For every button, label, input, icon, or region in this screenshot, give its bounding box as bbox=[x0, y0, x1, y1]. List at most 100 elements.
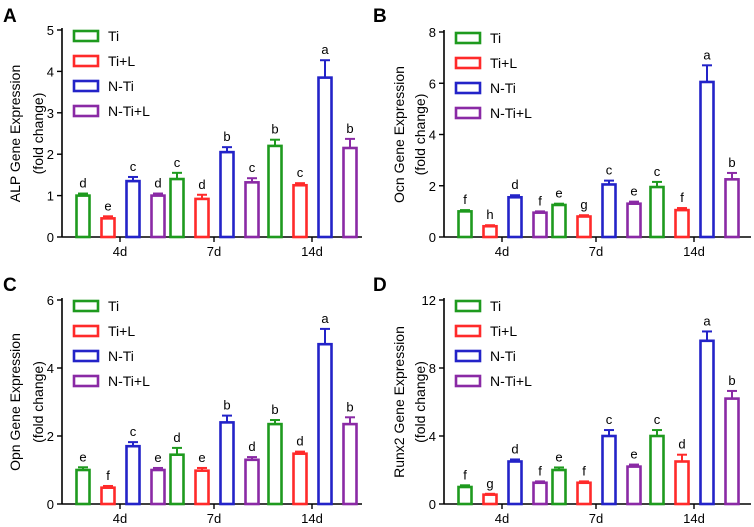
legend-swatch bbox=[72, 54, 100, 68]
legend-swatch bbox=[454, 106, 482, 120]
bar-n-ti-4d bbox=[507, 460, 523, 506]
y-axis-label: Ocn Gene Expression bbox=[391, 66, 407, 203]
significance-label: b bbox=[223, 398, 230, 413]
bar-ti-4d bbox=[457, 210, 473, 239]
significance-label: d bbox=[511, 177, 518, 192]
x-tick-label: 4d bbox=[495, 511, 509, 526]
bar-ti-14d bbox=[267, 144, 283, 239]
bar-ti-4d bbox=[457, 485, 473, 506]
legend-swatch bbox=[72, 374, 100, 388]
significance-label: d bbox=[154, 176, 161, 191]
significance-label: c bbox=[654, 164, 661, 179]
bar-n-ti-plusl-7d bbox=[244, 181, 260, 239]
significance-label: b bbox=[223, 129, 230, 144]
y-axis-label: Runx2 Gene Expression bbox=[391, 326, 407, 478]
significance-label: d bbox=[248, 439, 255, 454]
y-tick-label: 4 bbox=[429, 429, 436, 444]
bar-ti-plusl-14d bbox=[292, 452, 308, 506]
x-tick-label: 7d bbox=[207, 244, 221, 259]
bar-ti-14d bbox=[649, 185, 665, 239]
y-tick-label: 5 bbox=[47, 23, 54, 38]
significance-label: b bbox=[728, 155, 735, 170]
panel-letter: C bbox=[3, 275, 17, 296]
significance-label: a bbox=[703, 313, 711, 328]
legend-label: Ti bbox=[490, 298, 501, 314]
y-tick-label: 4 bbox=[429, 128, 436, 143]
panel-c: C Opn Gene Expression (fold change) 0 2 4 6 4d e… bbox=[3, 275, 362, 526]
significance-label: a bbox=[703, 47, 711, 62]
significance-label: c bbox=[130, 424, 137, 439]
significance-label: h bbox=[486, 207, 493, 222]
significance-label: f bbox=[106, 468, 110, 483]
bar-ti-7d bbox=[169, 453, 185, 506]
y-axis-label: Opn Gene Expression bbox=[7, 333, 23, 471]
bar-n-ti-plusl-7d bbox=[244, 458, 260, 506]
bar-ti-4d bbox=[75, 194, 91, 239]
y-axis-label: ALP Gene Expression bbox=[7, 65, 23, 203]
legend-label: N-Ti+L bbox=[490, 373, 532, 389]
panel-letter: D bbox=[373, 275, 387, 296]
y-tick-label: 2 bbox=[47, 147, 54, 162]
legend-label: Ti bbox=[108, 298, 119, 314]
panel-d: D Runx2 Gene Expression (fold change) 0 4 8 12… bbox=[373, 275, 751, 526]
bar-ti-14d bbox=[267, 422, 283, 506]
legend-swatch bbox=[72, 104, 100, 118]
y-tick-label: 2 bbox=[47, 429, 54, 444]
bar-n-ti-plusl-4d bbox=[150, 194, 166, 239]
bar-n-ti-7d bbox=[219, 421, 235, 506]
legend-swatch bbox=[454, 56, 482, 70]
x-tick-label: 7d bbox=[589, 244, 603, 259]
significance-label: f bbox=[463, 467, 467, 482]
significance-label: c bbox=[174, 155, 181, 170]
legend-label: N-Ti+L bbox=[490, 105, 532, 121]
legend-label: Ti+L bbox=[108, 323, 135, 339]
significance-label: e bbox=[630, 184, 637, 199]
significance-label: e bbox=[630, 447, 637, 462]
bar-ti-7d bbox=[169, 177, 185, 239]
bar-ti-14d bbox=[649, 434, 665, 506]
y-tick-label: 4 bbox=[47, 361, 54, 376]
y-axis-label-unit: (fold change) bbox=[412, 94, 428, 176]
significance-label: f bbox=[680, 190, 684, 205]
bar-n-ti-4d bbox=[125, 444, 141, 506]
y-tick-label: 6 bbox=[47, 293, 54, 308]
x-tick-label: 7d bbox=[589, 511, 603, 526]
bar-ti-plusl-7d bbox=[194, 197, 210, 239]
bar-n-ti-14d bbox=[317, 76, 333, 239]
bar-n-ti-14d bbox=[699, 80, 715, 239]
significance-label: d bbox=[296, 434, 303, 449]
x-tick-label: 4d bbox=[113, 244, 127, 259]
legend-swatch bbox=[72, 29, 100, 43]
legend-swatch bbox=[454, 324, 482, 338]
bar-n-ti-plusl-14d bbox=[724, 178, 740, 239]
panel-a: A ALP Gene Expression (fold change) 0 1 2 3 4 5 4… bbox=[3, 6, 362, 259]
significance-label: b bbox=[728, 373, 735, 388]
legend-label: N-Ti bbox=[108, 78, 134, 94]
significance-label: d bbox=[198, 177, 205, 192]
significance-label: a bbox=[321, 311, 329, 326]
significance-label: c bbox=[130, 159, 137, 174]
x-tick-label: 14d bbox=[683, 511, 705, 526]
legend-swatch bbox=[454, 31, 482, 45]
significance-label: f bbox=[538, 463, 542, 478]
legend-label: Ti+L bbox=[490, 55, 517, 71]
legend-swatch bbox=[454, 81, 482, 95]
bar-n-ti-plusl-7d bbox=[626, 465, 642, 506]
bar-ti-plusl-14d bbox=[674, 208, 690, 239]
significance-label: e bbox=[555, 186, 562, 201]
significance-label: d bbox=[511, 441, 518, 456]
x-tick-label: 14d bbox=[301, 511, 323, 526]
y-tick-label: 1 bbox=[47, 189, 54, 204]
bar-ti-7d bbox=[551, 468, 567, 506]
bar-n-ti-7d bbox=[601, 183, 617, 239]
significance-label: g bbox=[580, 197, 587, 212]
y-axis-label-unit: (fold change) bbox=[30, 93, 46, 175]
y-tick-label: 0 bbox=[47, 497, 54, 512]
bar-ti-plusl-4d bbox=[482, 224, 498, 239]
legend-label: Ti+L bbox=[108, 53, 135, 69]
significance-label: e bbox=[154, 450, 161, 465]
y-axis-label-unit: (fold change) bbox=[412, 361, 428, 443]
y-tick-label: 12 bbox=[422, 293, 436, 308]
legend-label: Ti+L bbox=[490, 323, 517, 339]
